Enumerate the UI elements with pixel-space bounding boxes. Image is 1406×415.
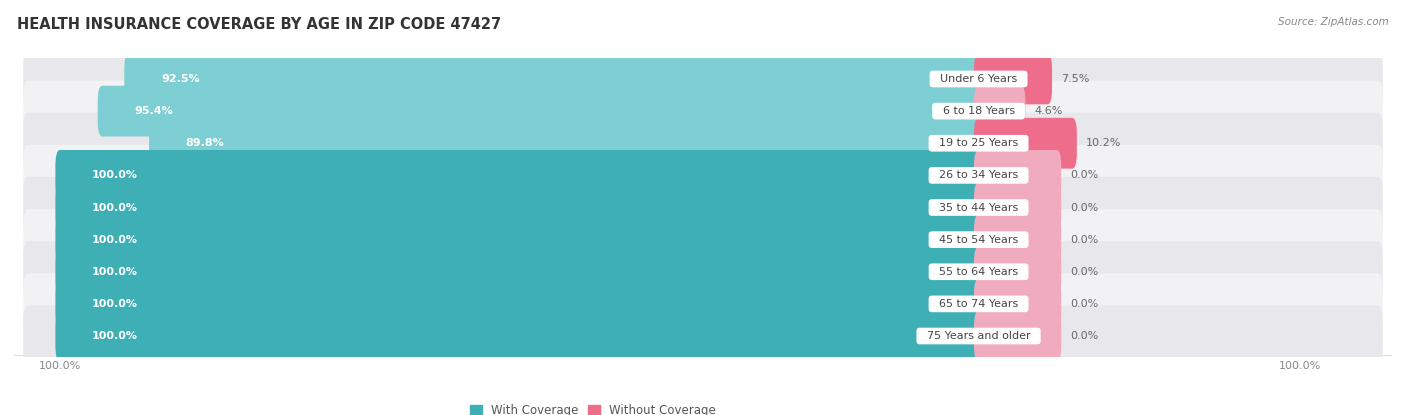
Text: 65 to 74 Years: 65 to 74 Years	[932, 299, 1025, 309]
Text: 6 to 18 Years: 6 to 18 Years	[935, 106, 1022, 116]
FancyBboxPatch shape	[974, 247, 1062, 297]
Legend: With Coverage, Without Coverage: With Coverage, Without Coverage	[470, 404, 716, 415]
Text: Source: ZipAtlas.com: Source: ZipAtlas.com	[1278, 17, 1389, 27]
Text: Under 6 Years: Under 6 Years	[934, 74, 1024, 84]
FancyBboxPatch shape	[24, 49, 1382, 110]
FancyBboxPatch shape	[55, 214, 983, 265]
Text: 0.0%: 0.0%	[1070, 267, 1098, 277]
FancyBboxPatch shape	[55, 247, 983, 297]
Text: 95.4%: 95.4%	[135, 106, 173, 116]
Text: 4.6%: 4.6%	[1035, 106, 1063, 116]
FancyBboxPatch shape	[974, 150, 1062, 201]
FancyBboxPatch shape	[55, 150, 983, 201]
Text: 7.5%: 7.5%	[1062, 74, 1090, 84]
FancyBboxPatch shape	[55, 278, 983, 329]
Text: 19 to 25 Years: 19 to 25 Years	[932, 138, 1025, 148]
FancyBboxPatch shape	[55, 182, 983, 233]
Text: 100.0%: 100.0%	[93, 331, 138, 341]
FancyBboxPatch shape	[974, 54, 1052, 104]
FancyBboxPatch shape	[24, 81, 1382, 142]
FancyBboxPatch shape	[974, 86, 1025, 137]
Text: 0.0%: 0.0%	[1070, 299, 1098, 309]
Text: 0.0%: 0.0%	[1070, 171, 1098, 181]
Text: 100.0%: 100.0%	[93, 171, 138, 181]
Text: 75 Years and older: 75 Years and older	[920, 331, 1038, 341]
Text: 100.0%: 100.0%	[93, 203, 138, 212]
FancyBboxPatch shape	[24, 145, 1382, 206]
FancyBboxPatch shape	[974, 182, 1062, 233]
Text: 10.2%: 10.2%	[1085, 138, 1122, 148]
FancyBboxPatch shape	[24, 113, 1382, 174]
FancyBboxPatch shape	[97, 86, 983, 137]
Text: 26 to 34 Years: 26 to 34 Years	[932, 171, 1025, 181]
Text: 100.0%: 100.0%	[93, 267, 138, 277]
FancyBboxPatch shape	[974, 311, 1062, 361]
Text: 92.5%: 92.5%	[162, 74, 200, 84]
Text: 0.0%: 0.0%	[1070, 203, 1098, 212]
FancyBboxPatch shape	[149, 118, 983, 168]
Text: 89.8%: 89.8%	[186, 138, 225, 148]
FancyBboxPatch shape	[974, 118, 1077, 168]
FancyBboxPatch shape	[24, 305, 1382, 366]
FancyBboxPatch shape	[24, 273, 1382, 334]
FancyBboxPatch shape	[24, 209, 1382, 270]
FancyBboxPatch shape	[24, 241, 1382, 302]
FancyBboxPatch shape	[24, 177, 1382, 238]
FancyBboxPatch shape	[55, 311, 983, 361]
FancyBboxPatch shape	[974, 214, 1062, 265]
Text: 100.0%: 100.0%	[93, 234, 138, 244]
Text: 55 to 64 Years: 55 to 64 Years	[932, 267, 1025, 277]
FancyBboxPatch shape	[974, 278, 1062, 329]
Text: 35 to 44 Years: 35 to 44 Years	[932, 203, 1025, 212]
Text: 100.0%: 100.0%	[93, 299, 138, 309]
Text: 0.0%: 0.0%	[1070, 234, 1098, 244]
Text: 0.0%: 0.0%	[1070, 331, 1098, 341]
Text: HEALTH INSURANCE COVERAGE BY AGE IN ZIP CODE 47427: HEALTH INSURANCE COVERAGE BY AGE IN ZIP …	[17, 17, 501, 32]
Text: 45 to 54 Years: 45 to 54 Years	[932, 234, 1025, 244]
FancyBboxPatch shape	[124, 54, 983, 104]
